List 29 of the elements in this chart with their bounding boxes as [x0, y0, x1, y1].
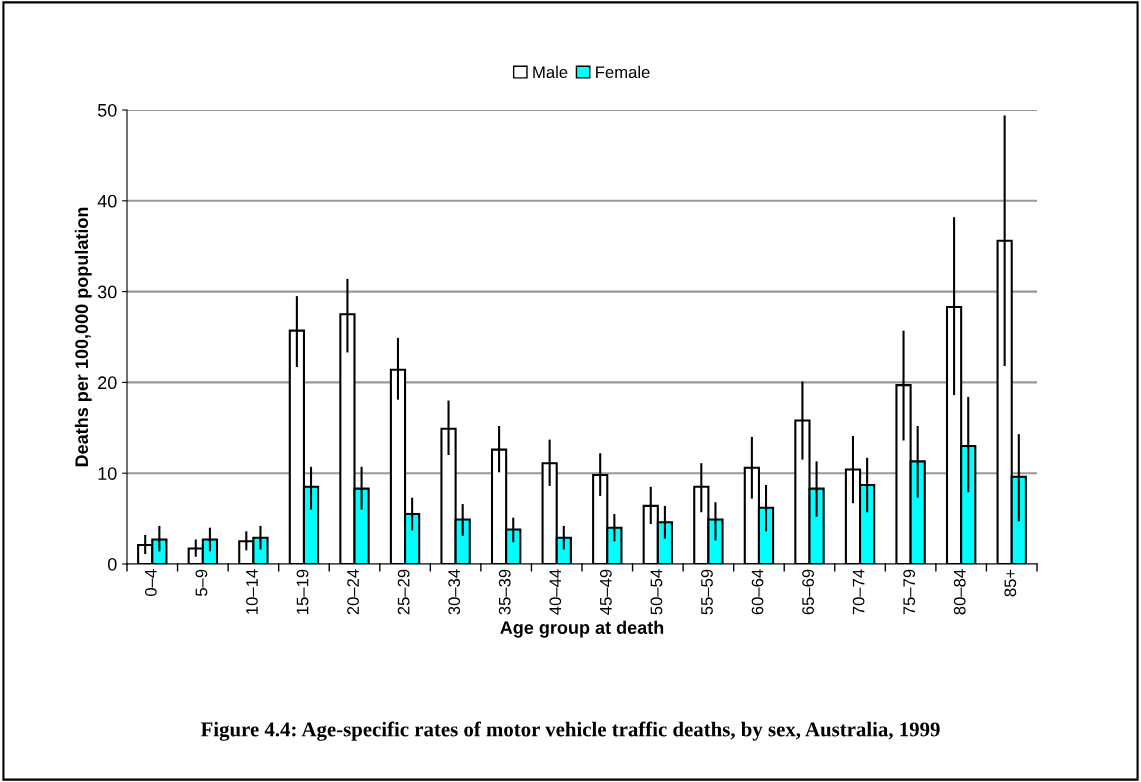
legend-label: Female — [596, 65, 650, 79]
x-tick-label: 60–64 — [751, 569, 764, 615]
caption: Figure 4.4: Age-specific rates of motor vehicle traffic deaths, by sex, Australia, 1999 — [200, 721, 940, 741]
x-tick-label: 85+ — [1004, 569, 1017, 597]
x-axis-title: Age group at death — [500, 620, 664, 638]
x-tick-label: 5–9 — [195, 569, 208, 596]
y-tick-label: 0 — [107, 557, 117, 571]
x-tick-label: 25–29 — [397, 569, 410, 615]
x-tick-label: 75–79 — [903, 569, 916, 615]
x-tick-label: 15–19 — [296, 569, 309, 614]
x-tick-label: 10–14 — [246, 569, 258, 614]
y-tick-label: 20 — [98, 376, 117, 390]
x-tick-label: 55–59 — [701, 569, 713, 615]
x-tick-label: 35–39 — [498, 569, 511, 615]
x-tick-label: 0–4 — [144, 569, 157, 597]
legend-label: Male — [533, 65, 568, 79]
x-tick-label: 65–69 — [802, 569, 814, 615]
x-tick-label: 20–24 — [347, 569, 359, 615]
x-tick-label: 40–44 — [549, 569, 562, 615]
x-tick-label: 80–84 — [953, 569, 966, 615]
y-axis-title: Deaths per 100,000 population — [74, 207, 92, 467]
x-tick-label: 50–54 — [650, 569, 663, 615]
y-tick-label: 10 — [98, 467, 117, 480]
y-tick-label: 50 — [97, 103, 117, 117]
x-tick-label: 45–49 — [599, 569, 612, 615]
y-tick-label: 40 — [97, 194, 117, 208]
y-tick-label: 30 — [97, 285, 117, 299]
x-tick-label: 70–74 — [852, 569, 865, 615]
x-tick-label: 30–34 — [448, 569, 461, 615]
